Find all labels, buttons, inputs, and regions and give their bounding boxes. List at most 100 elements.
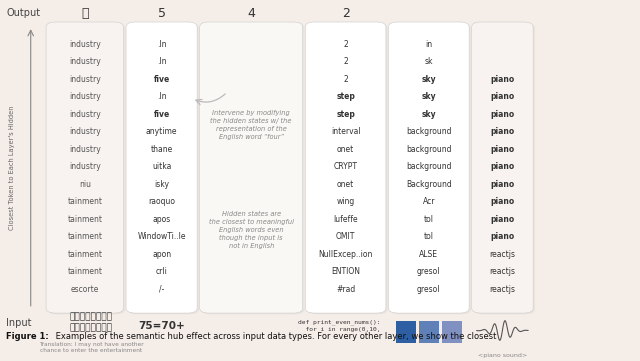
Text: Background: Background: [406, 180, 452, 189]
Text: piano: piano: [490, 110, 515, 119]
FancyBboxPatch shape: [474, 23, 535, 314]
Text: background: background: [406, 162, 452, 171]
Text: tol: tol: [424, 232, 434, 241]
Text: piano: piano: [490, 162, 515, 171]
Text: reactjs: reactjs: [490, 249, 515, 258]
Text: 图: 图: [81, 6, 88, 19]
Text: reactjs: reactjs: [490, 284, 515, 293]
FancyBboxPatch shape: [307, 23, 388, 314]
Text: gresol: gresol: [417, 267, 440, 276]
Text: niu: niu: [79, 180, 91, 189]
Text: tainment: tainment: [67, 232, 102, 241]
FancyBboxPatch shape: [388, 22, 469, 313]
Text: industry: industry: [69, 110, 100, 119]
Text: piano: piano: [490, 215, 515, 224]
Text: reactjs: reactjs: [490, 267, 515, 276]
FancyBboxPatch shape: [390, 23, 471, 314]
Text: five: five: [154, 110, 170, 119]
Text: sky: sky: [422, 110, 436, 119]
Text: Examples of the semantic hub effect across input data types. For every other lay: Examples of the semantic hub effect acro…: [53, 332, 497, 341]
Text: 4: 4: [247, 6, 255, 19]
Text: background: background: [406, 127, 452, 136]
Text: sky: sky: [422, 92, 436, 101]
Text: in: in: [425, 40, 433, 49]
Text: five: five: [154, 75, 170, 84]
FancyBboxPatch shape: [46, 22, 124, 313]
Text: 2: 2: [342, 6, 349, 19]
Text: sky: sky: [422, 75, 436, 84]
Text: piano: piano: [490, 197, 515, 206]
Text: <piano sound>: <piano sound>: [478, 353, 527, 358]
Text: thane: thane: [150, 145, 173, 154]
Text: tainment: tainment: [67, 267, 102, 276]
Text: onet: onet: [337, 145, 354, 154]
Text: ENTION: ENTION: [331, 267, 360, 276]
Text: tainment: tainment: [67, 215, 102, 224]
Text: gresol: gresol: [417, 284, 440, 293]
Bar: [419, 321, 439, 343]
Text: lufeffe: lufeffe: [333, 215, 358, 224]
Text: background: background: [406, 145, 452, 154]
FancyBboxPatch shape: [48, 23, 125, 314]
Text: WindowTi..le: WindowTi..le: [138, 232, 186, 241]
Text: uitka: uitka: [152, 162, 172, 171]
Text: onet: onet: [337, 180, 354, 189]
FancyBboxPatch shape: [126, 22, 197, 313]
Text: piano: piano: [490, 92, 515, 101]
FancyBboxPatch shape: [128, 23, 199, 314]
Text: step: step: [336, 110, 355, 119]
Text: industry: industry: [69, 40, 100, 49]
Text: raoquo: raoquo: [148, 197, 175, 206]
Text: tol: tol: [424, 215, 434, 224]
Text: piano: piano: [490, 180, 515, 189]
Text: industry: industry: [69, 75, 100, 84]
Text: 75=70+: 75=70+: [138, 321, 185, 331]
Text: industry: industry: [69, 162, 100, 171]
FancyBboxPatch shape: [305, 22, 386, 313]
Text: sk: sk: [424, 57, 433, 66]
Text: escorte: escorte: [70, 284, 99, 293]
Text: wing: wing: [337, 197, 355, 206]
Text: Output: Output: [6, 8, 40, 18]
Text: apos: apos: [152, 215, 171, 224]
Bar: [396, 321, 416, 343]
FancyBboxPatch shape: [472, 22, 533, 313]
Text: tainment: tainment: [67, 249, 102, 258]
Text: Acr: Acr: [422, 197, 435, 206]
Text: NullExcep..ion: NullExcep..ion: [319, 249, 372, 258]
Text: Translation: I may not have another
chance to enter the entertainment: Translation: I may not have another chan…: [39, 342, 143, 353]
Text: Closest Token to Each Layer's Hidden: Closest Token to Each Layer's Hidden: [8, 105, 15, 230]
Text: industry: industry: [69, 145, 100, 154]
Text: Input: Input: [6, 318, 32, 329]
Text: 2: 2: [343, 57, 348, 66]
Text: def print_even_nums():
  for i in range(0,10,: def print_even_nums(): for i in range(0,…: [298, 320, 380, 332]
Text: industry: industry: [69, 127, 100, 136]
Text: /-: /-: [159, 284, 164, 293]
Text: isky: isky: [154, 180, 169, 189]
Text: piano: piano: [490, 145, 515, 154]
Text: interval: interval: [331, 127, 360, 136]
Text: 5: 5: [157, 6, 166, 19]
Text: step: step: [336, 92, 355, 101]
Text: 2: 2: [343, 75, 348, 84]
Text: 2: 2: [343, 40, 348, 49]
Text: .In: .In: [157, 40, 166, 49]
Text: industry: industry: [69, 92, 100, 101]
Text: piano: piano: [490, 232, 515, 241]
Text: Hidden states are
the closest to meaningful
English words even
though the input : Hidden states are the closest to meaning…: [209, 211, 294, 249]
Text: OMIT: OMIT: [336, 232, 355, 241]
Text: ALSE: ALSE: [419, 249, 438, 258]
Text: Figure 1:: Figure 1:: [6, 332, 49, 341]
Text: CRYPT: CRYPT: [333, 162, 358, 171]
Text: crli: crli: [156, 267, 168, 276]
Text: 我这辈子可能再也
没有机会踏入娱乐: 我这辈子可能再也 没有机会踏入娱乐: [70, 313, 113, 332]
Text: .In: .In: [157, 57, 166, 66]
Text: anytime: anytime: [146, 127, 177, 136]
Text: piano: piano: [490, 127, 515, 136]
FancyBboxPatch shape: [202, 23, 305, 314]
Text: industry: industry: [69, 57, 100, 66]
Text: tainment: tainment: [67, 197, 102, 206]
Text: piano: piano: [490, 75, 515, 84]
Text: #rad: #rad: [336, 284, 355, 293]
Text: Intervene by modifying
the hidden states w/ the
representation of the
English wo: Intervene by modifying the hidden states…: [211, 110, 292, 140]
